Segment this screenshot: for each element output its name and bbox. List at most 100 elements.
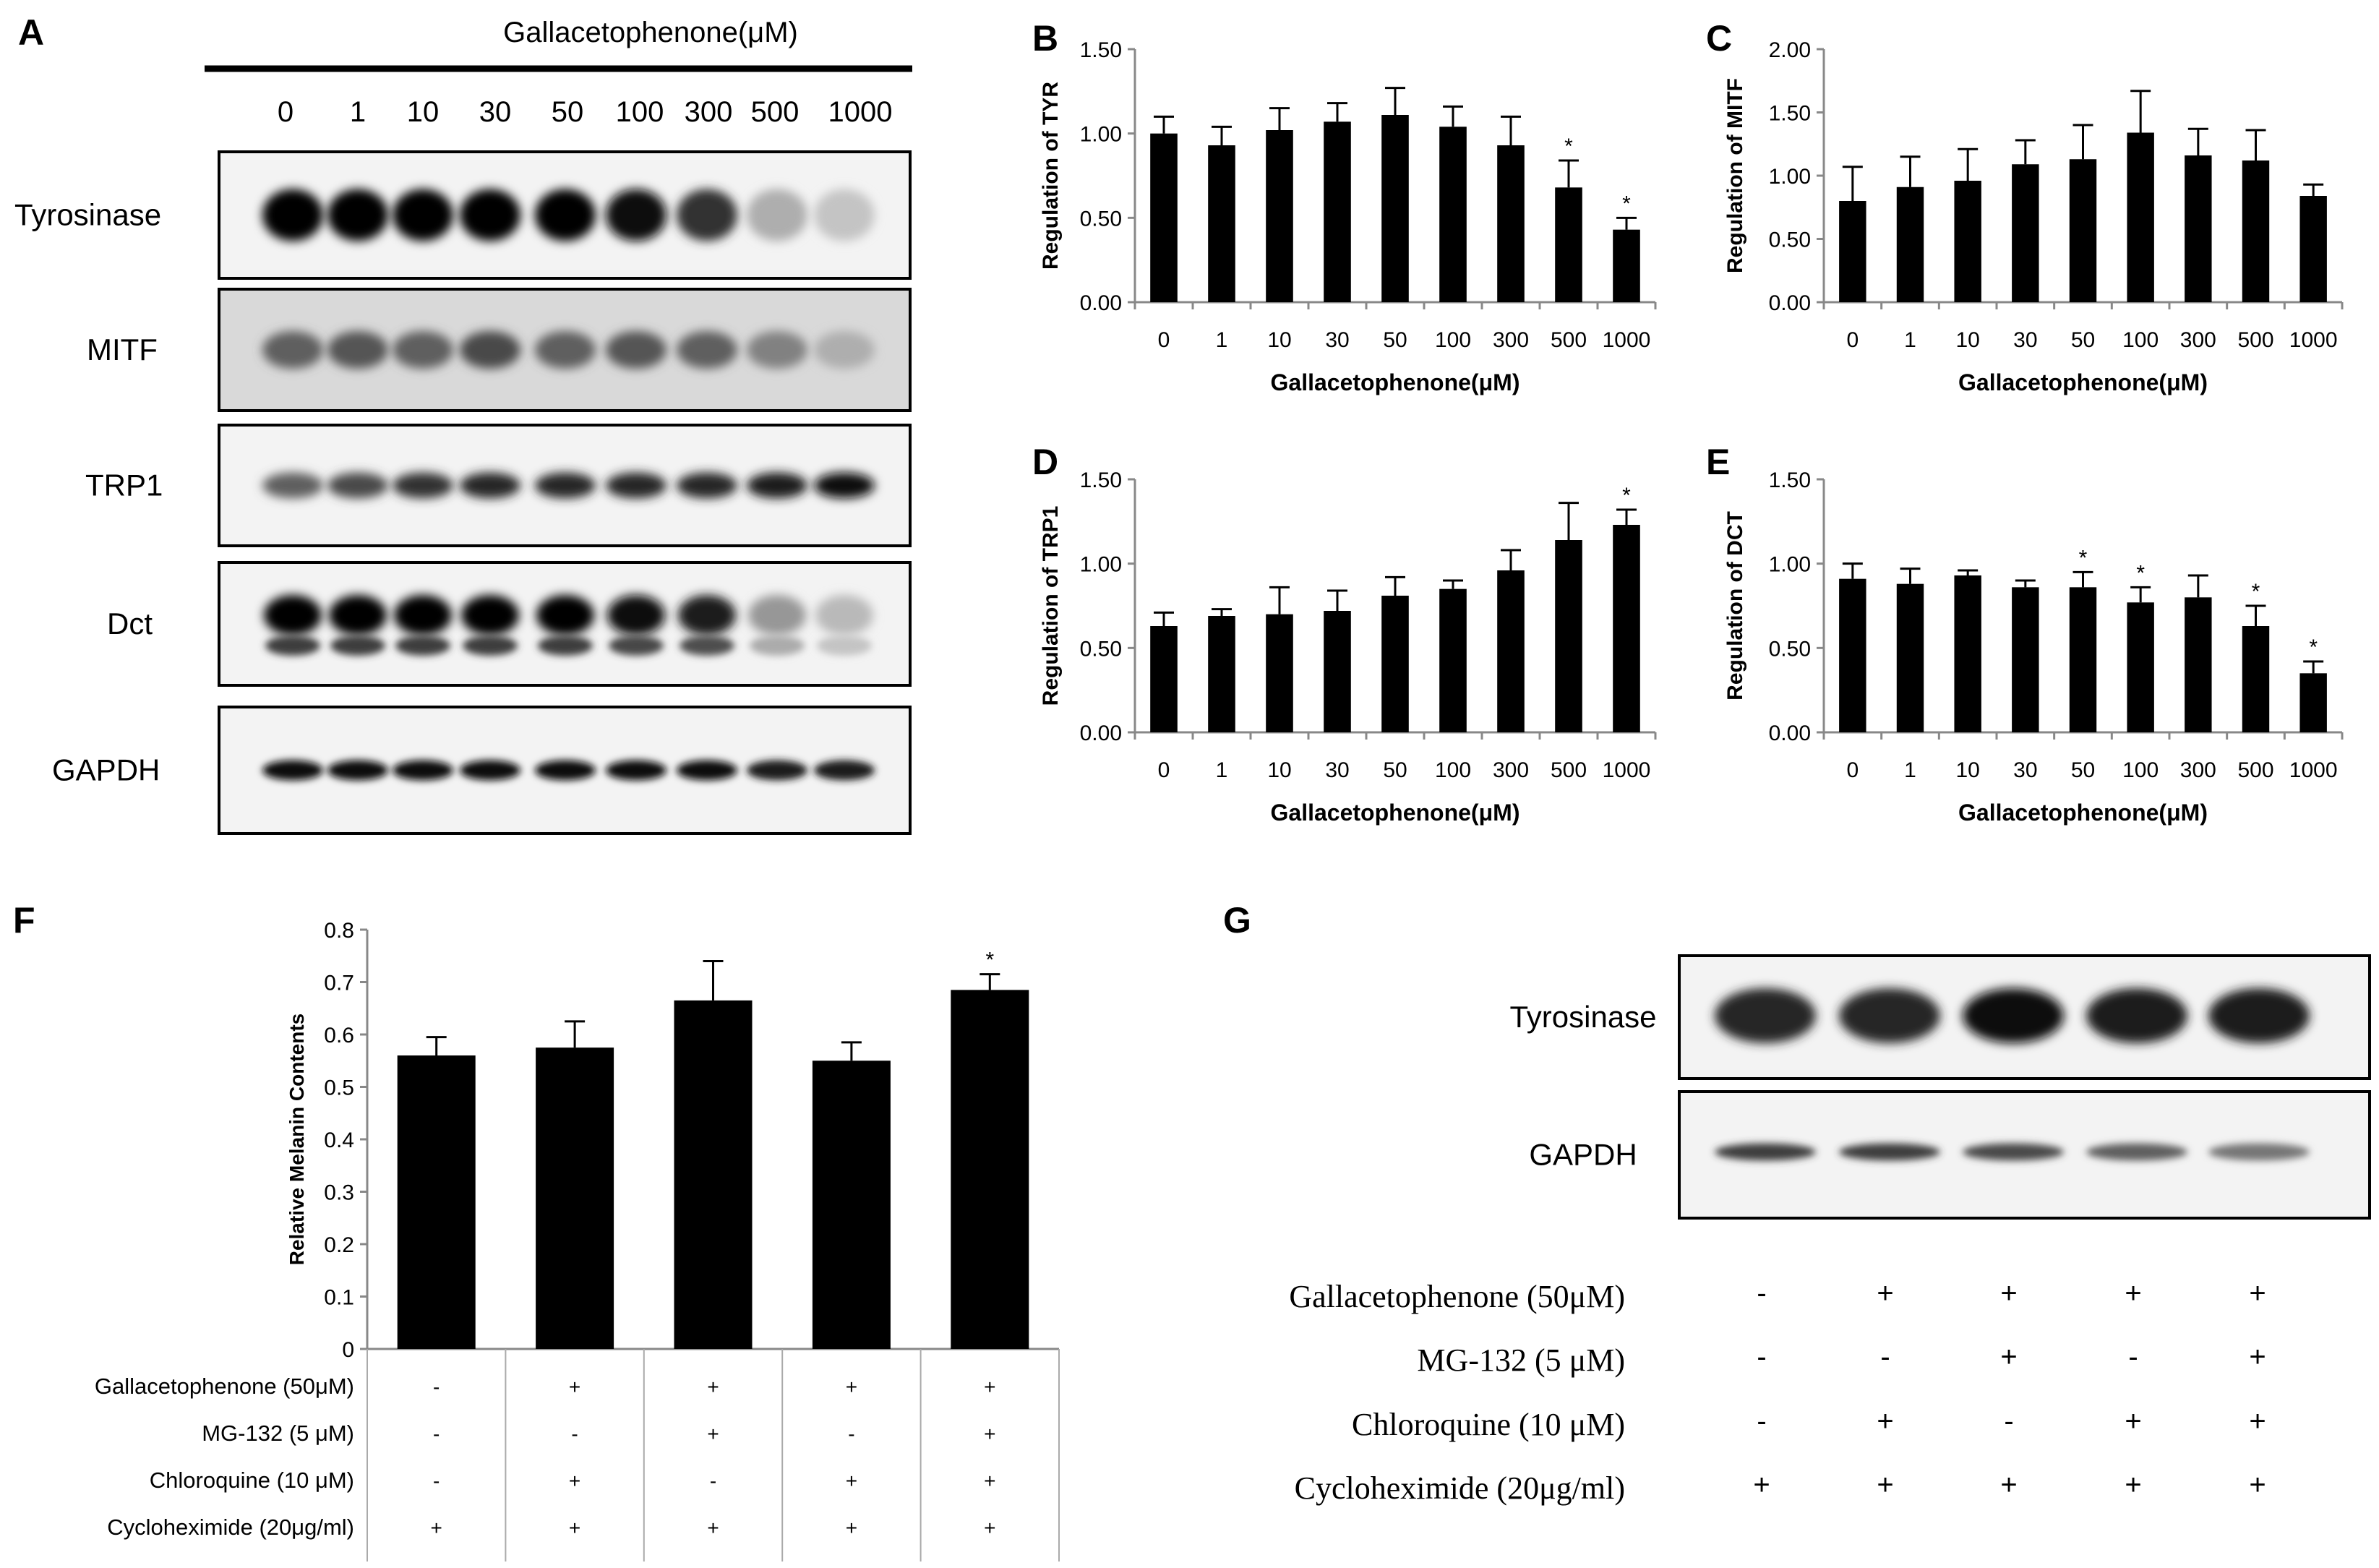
blot-band xyxy=(393,189,453,241)
y-axis-label: Regulation of MITF xyxy=(1723,78,1747,273)
x-tick-label: 50 xyxy=(1383,328,1407,352)
y-tick-label: 0.50 xyxy=(1769,637,1811,661)
y-tick-label: 0.50 xyxy=(1769,228,1811,252)
bar xyxy=(1324,611,1351,732)
treatment-mark: - xyxy=(1757,1405,1766,1437)
blot-label: GAPDH xyxy=(1529,1138,1637,1172)
panel-a-title: Gallacetophenone(μM) xyxy=(503,17,798,48)
blot-band xyxy=(393,760,453,781)
blot-band xyxy=(607,595,665,635)
blot-band xyxy=(606,189,666,241)
blot-band xyxy=(814,331,875,369)
lane-label: 100 xyxy=(616,96,664,128)
treatment-mark: - xyxy=(2128,1341,2138,1373)
blot-band xyxy=(606,331,666,369)
bar xyxy=(2069,159,2097,302)
y-tick-label: 1.50 xyxy=(1769,102,1811,126)
blot-band xyxy=(329,595,387,635)
blot-band xyxy=(750,635,805,656)
blot-trp1: TRP1 xyxy=(85,424,912,547)
blot-band xyxy=(538,635,593,656)
y-tick-label: 0.00 xyxy=(1769,291,1811,315)
bar xyxy=(1954,575,1981,732)
bar xyxy=(2012,587,2039,732)
significance-mark: * xyxy=(2252,580,2260,604)
bar xyxy=(812,1061,891,1349)
treatment-mark: + xyxy=(431,1517,442,1539)
y-tick-label: 1.00 xyxy=(1769,553,1811,577)
treatment-label: Cycloheximide (20μg/ml) xyxy=(107,1515,354,1540)
x-tick-label: 1000 xyxy=(2289,328,2338,352)
x-tick-label: 10 xyxy=(1267,328,1291,352)
treatment-label: Gallacetophenone (50μM) xyxy=(95,1374,354,1399)
blot-band xyxy=(677,760,737,781)
y-axis-label: Regulation of DCT xyxy=(1723,511,1747,701)
blot-band xyxy=(680,635,734,656)
x-axis-label: Gallacetophenone(μM) xyxy=(1958,800,2208,826)
blot-label: Dct xyxy=(107,607,153,641)
treatment-mark: + xyxy=(846,1517,857,1539)
blot-label: TRP1 xyxy=(85,468,163,502)
y-axis-label: Relative Melanin Contents xyxy=(286,1014,308,1266)
x-tick-label: 300 xyxy=(2180,328,2216,352)
lane-label: 10 xyxy=(407,96,440,128)
treatment-mark: + xyxy=(569,1376,580,1398)
blot-band xyxy=(460,472,520,499)
treatment-mark: + xyxy=(984,1470,995,1492)
blot-band xyxy=(535,472,596,499)
panel-a: A Gallacetophenone(μM) 0 1 10 30 50 100 300 500… xyxy=(14,12,912,835)
blot-band xyxy=(394,595,452,635)
y-tick-label: 0.4 xyxy=(324,1128,354,1152)
treatment-mark: + xyxy=(1877,1277,1893,1309)
treatment-mark: + xyxy=(2000,1277,2017,1309)
x-tick-label: 100 xyxy=(2122,328,2159,352)
treatment-mark: - xyxy=(571,1423,578,1445)
blot-band xyxy=(747,760,807,781)
treatment-mark: + xyxy=(846,1470,857,1492)
bar xyxy=(1266,614,1293,732)
blot-band xyxy=(2208,1143,2310,1161)
bar xyxy=(2069,587,2097,732)
y-tick-label: 0.50 xyxy=(1080,637,1122,661)
blot-band xyxy=(393,472,453,499)
bar xyxy=(1439,588,1467,732)
bar xyxy=(1381,596,1409,732)
x-tick-label: 50 xyxy=(2071,758,2095,782)
y-tick-label: 1.50 xyxy=(1769,468,1811,492)
treatment-mark: + xyxy=(2249,1341,2266,1373)
y-tick-label: 1.00 xyxy=(1080,553,1122,577)
lane-label: 0 xyxy=(278,96,293,128)
x-tick-label: 30 xyxy=(2013,328,2037,352)
blot-label: Tyrosinase xyxy=(14,198,161,232)
x-tick-label: 100 xyxy=(1435,758,1471,782)
panel-letter: C xyxy=(1706,18,1732,59)
bar xyxy=(2242,626,2270,732)
bar xyxy=(1208,145,1235,302)
bar xyxy=(2127,132,2154,302)
bar xyxy=(1324,121,1351,302)
x-tick-label: 0 xyxy=(1158,328,1170,352)
panel-letter: E xyxy=(1706,442,1730,482)
treatment-mark: + xyxy=(707,1376,719,1398)
x-tick-label: 300 xyxy=(1493,758,1529,782)
blot-band xyxy=(395,635,450,656)
treatment-mark: + xyxy=(1753,1469,1770,1501)
treatment-label: Cycloheximide (20μg/ml) xyxy=(1295,1470,1625,1506)
y-tick-label: 0.8 xyxy=(324,919,354,943)
blot-band xyxy=(535,331,596,369)
bar xyxy=(1150,626,1178,732)
panel-letter: F xyxy=(13,900,35,941)
bar xyxy=(2012,164,2039,302)
y-axis-label: Regulation of TRP1 xyxy=(1039,506,1063,706)
panel-letter: D xyxy=(1032,442,1058,482)
blot-band xyxy=(747,472,807,499)
y-tick-label: 1.00 xyxy=(1080,123,1122,147)
bar xyxy=(1555,187,1582,302)
y-tick-label: 0.6 xyxy=(324,1024,354,1048)
x-tick-label: 1 xyxy=(1216,758,1228,782)
blot-band xyxy=(748,595,806,635)
x-tick-label: 1 xyxy=(1904,328,1916,352)
blot-band xyxy=(262,472,323,499)
blot-band xyxy=(262,189,323,241)
